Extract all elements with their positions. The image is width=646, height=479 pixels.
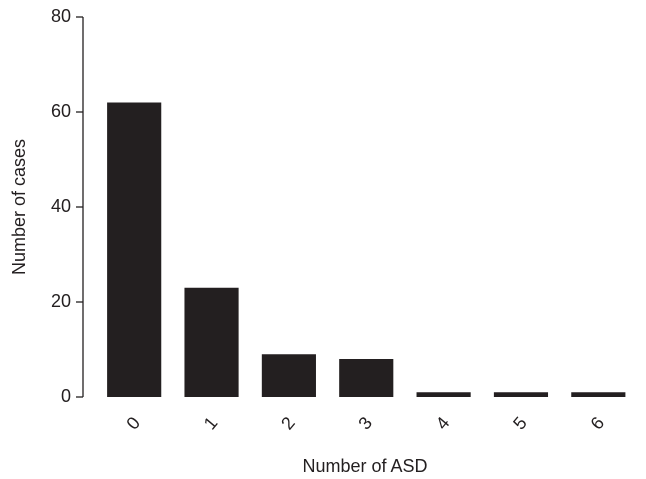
bar: [416, 392, 471, 397]
bar: [107, 102, 162, 397]
x-axis-label: Number of ASD: [302, 456, 427, 476]
x-tick-label: 6: [586, 413, 608, 434]
y-tick-label: 60: [51, 101, 71, 121]
y-axis-label: Number of cases: [9, 139, 29, 275]
bar: [261, 354, 316, 397]
y-tick-label: 80: [51, 6, 71, 26]
bar: [493, 392, 549, 397]
x-tick-label: 0: [122, 413, 144, 434]
y-tick-label: 40: [51, 196, 71, 216]
x-tick-label: 2: [277, 413, 299, 434]
x-tick-label: 4: [432, 413, 454, 434]
y-tick-label: 20: [51, 291, 71, 311]
x-tick-label: 3: [354, 413, 376, 434]
x-tick-label: 1: [200, 413, 222, 434]
bar: [339, 359, 394, 397]
bar: [184, 287, 239, 397]
bar: [571, 392, 626, 397]
y-tick-label: 0: [61, 386, 71, 406]
x-tick-label: 5: [509, 413, 531, 434]
